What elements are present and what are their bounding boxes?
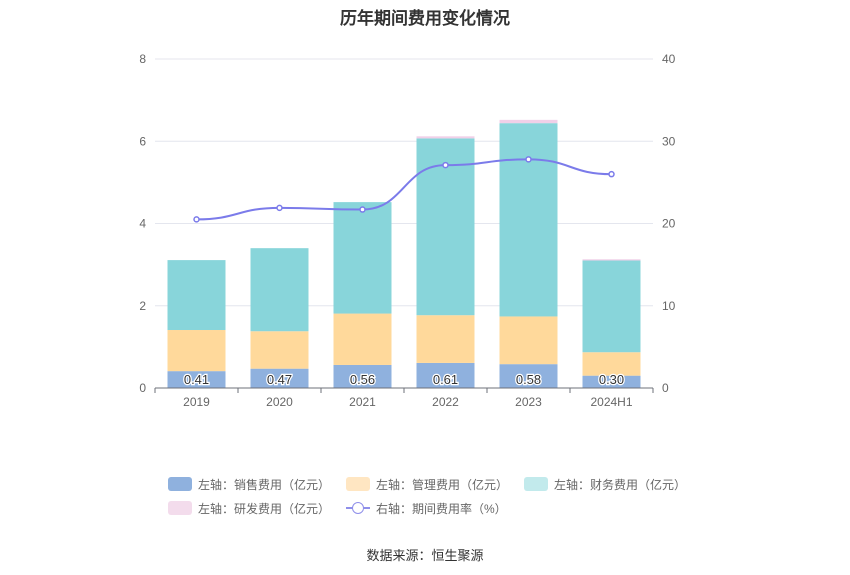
legend-label-rnd: 左轴：研发费用（亿元）	[198, 501, 331, 516]
legend-item-admin[interactable]: 左轴：管理费用（亿元）	[346, 476, 508, 493]
data-label: 0.47	[267, 372, 292, 387]
legend-item-rnd[interactable]: 左轴：研发费用（亿元）	[168, 500, 330, 517]
rate-point	[359, 206, 366, 213]
y-left-tick-label: 6	[139, 134, 146, 148]
y-left-tick-label: 4	[139, 217, 146, 231]
legend-swatch-rnd	[168, 501, 192, 515]
bar-segment	[582, 260, 641, 353]
y-right-tick-label: 20	[662, 217, 676, 231]
bar-segment	[582, 352, 641, 376]
x-tick-label: 2020	[266, 395, 293, 409]
data-label: 0.58	[516, 372, 541, 387]
y-right-tick-label: 10	[662, 299, 676, 313]
legend-label-rate: 右轴：期间费用率（%）	[376, 501, 507, 516]
bar-segment	[333, 364, 392, 388]
bar-segment	[333, 202, 392, 314]
rate-point	[193, 216, 200, 223]
chart-title: 历年期间费用变化情况	[340, 9, 510, 28]
bar-segment	[499, 316, 558, 365]
bar-segment	[416, 136, 475, 139]
rate-point	[608, 170, 615, 178]
legend-swatch-admin	[346, 477, 371, 491]
bar-segment	[250, 331, 309, 369]
legend-swatch-rate	[346, 501, 371, 515]
x-tick-label: 2021	[349, 395, 376, 409]
legend-label-sales: 左轴：销售费用（亿元）	[198, 477, 331, 492]
rate-point	[442, 161, 449, 169]
legend-label-finance: 左轴：财务费用（亿元）	[554, 477, 687, 492]
x-tick-label: 2023	[515, 395, 542, 409]
bar-segment	[250, 248, 309, 332]
bar-segment	[167, 330, 226, 372]
data-label: 0.61	[433, 372, 458, 387]
bar-segment	[416, 362, 475, 388]
y-right-tick-label: 40	[662, 52, 676, 66]
bar-segment	[167, 371, 226, 388]
legend-swatch-finance	[524, 477, 549, 491]
bar-segment	[499, 119, 558, 124]
y-right-tick-label: 30	[662, 134, 676, 148]
bar-segment	[250, 368, 309, 388]
bar-segment	[416, 315, 475, 363]
bar-segment	[582, 375, 641, 388]
y-left-tick-label: 8	[139, 52, 146, 66]
y-left-tick-label: 2	[139, 299, 146, 313]
x-tick-label: 2019	[183, 395, 210, 409]
bar-segment	[499, 364, 558, 388]
source-note: 数据来源：恒生聚源	[366, 548, 484, 563]
chart-legend: 左轴：销售费用（亿元） 左轴：管理费用（亿元） 左轴：财务费用（亿元） 左轴：研…	[168, 472, 688, 520]
bar-segment	[333, 313, 392, 365]
bar-segment	[499, 123, 558, 317]
bar-segment	[167, 260, 226, 331]
legend-swatch-sales	[168, 477, 192, 491]
rate-point	[525, 156, 532, 163]
x-tick-label: 2022	[432, 395, 459, 409]
legend-item-finance[interactable]: 左轴：财务费用（亿元）	[524, 476, 686, 493]
data-label: 0.56	[350, 372, 375, 387]
rate-point	[276, 204, 283, 212]
rate-line	[196, 158, 612, 221]
legend-item-rate[interactable]: 右轴：期间费用率（%）	[346, 500, 507, 517]
data-label: 0.30	[599, 372, 624, 387]
bar-segment	[582, 259, 641, 261]
legend-label-admin: 左轴：管理费用（亿元）	[376, 477, 509, 492]
y-left-tick-label: 0	[139, 381, 146, 395]
chart-plot: 0 2 4 6 8 0 10 20 30 40 2019 0.41 2020 0.47 2021 0.56 20…	[139, 52, 676, 409]
x-tick-label: 2024H1	[590, 395, 632, 409]
data-label: 0.41	[184, 372, 209, 387]
legend-item-sales[interactable]: 左轴：销售费用（亿元）	[168, 476, 330, 493]
y-right-tick-label: 0	[662, 381, 669, 395]
